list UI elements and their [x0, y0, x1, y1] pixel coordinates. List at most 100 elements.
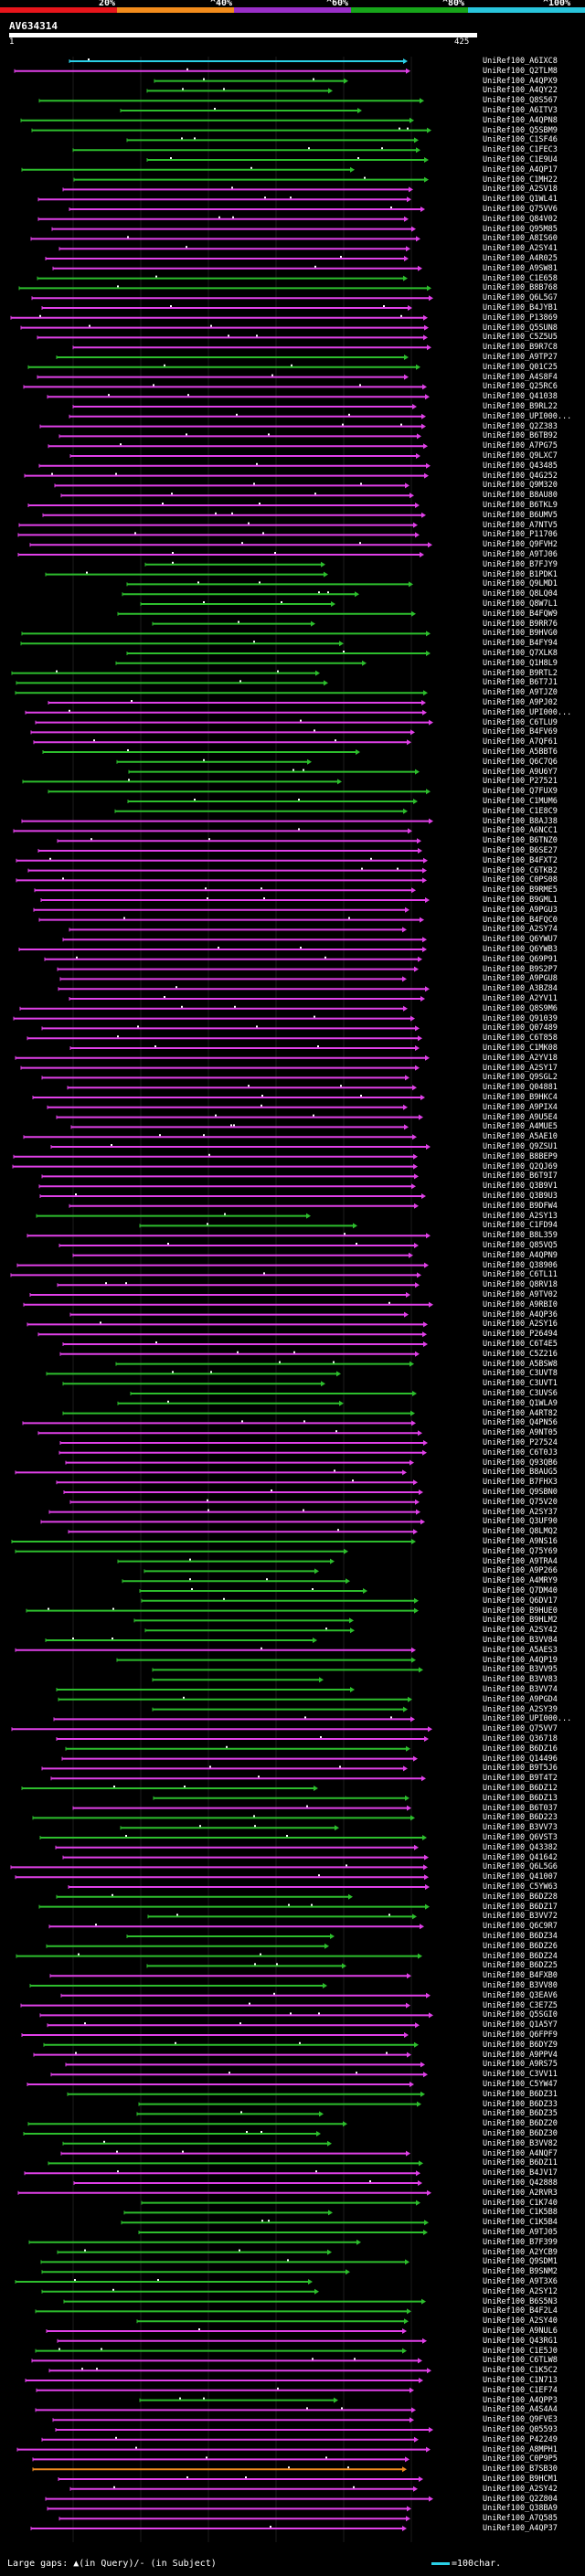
hit-row[interactable] — [127, 799, 418, 804]
hit-row[interactable] — [50, 2072, 428, 2078]
hit-row[interactable] — [40, 2259, 410, 2265]
hit-row[interactable] — [58, 2516, 410, 2522]
hit-label[interactable]: UniRef100_A4QPN8 — [483, 115, 558, 125]
hit-label[interactable]: UniRef100_B6D223 — [483, 1813, 558, 1823]
hit-row[interactable] — [37, 196, 411, 203]
hit-label[interactable]: UniRef100_Q42888 — [483, 2178, 558, 2188]
hit-row[interactable] — [31, 2358, 422, 2364]
hit-row[interactable] — [69, 2486, 418, 2492]
hit-label[interactable]: UniRef100_Q5SGI0 — [483, 2010, 558, 2020]
hit-row[interactable] — [41, 2436, 419, 2443]
hit-label[interactable]: UniRef100_Q38906 — [483, 1260, 558, 1270]
hit-row[interactable] — [72, 147, 420, 154]
hit-label[interactable]: UniRef100_B7FJY9 — [483, 559, 558, 569]
hit-label[interactable]: UniRef100_Q9FVE3 — [483, 2415, 558, 2425]
hit-row[interactable] — [21, 1786, 318, 1791]
hit-row[interactable] — [63, 2298, 426, 2305]
hit-label[interactable]: UniRef100_A4QPP3 — [483, 2395, 558, 2405]
hit-row[interactable] — [141, 1597, 419, 1604]
hit-label[interactable]: UniRef100_A5AE10 — [483, 1132, 558, 1142]
hit-label[interactable]: UniRef100_A2YCB9 — [483, 2247, 558, 2257]
hit-row[interactable] — [133, 1617, 354, 1624]
hit-label[interactable]: UniRef100_A4S8F4 — [483, 372, 558, 382]
hit-row[interactable] — [35, 2348, 407, 2354]
hit-label[interactable]: UniRef100_B3VV95 — [483, 1665, 558, 1675]
hit-row[interactable] — [35, 2407, 416, 2413]
hit-row[interactable] — [69, 927, 407, 933]
hit-label[interactable]: UniRef100_P11706 — [483, 530, 558, 540]
hit-row[interactable] — [18, 947, 427, 952]
hit-label[interactable]: UniRef100_B8AJ38 — [483, 816, 558, 826]
hit-label[interactable]: UniRef100_Q75VV7 — [483, 1724, 558, 1734]
hit-label[interactable]: UniRef100_A2SY74 — [483, 925, 558, 935]
hit-row[interactable] — [50, 1144, 431, 1150]
hit-label[interactable]: UniRef100_A6IXC8 — [483, 57, 558, 66]
hit-row[interactable] — [55, 2427, 433, 2433]
hit-row[interactable] — [38, 1903, 430, 1910]
hit-label[interactable]: UniRef100_B7FHX3 — [483, 1478, 558, 1488]
hit-row[interactable] — [47, 2022, 420, 2029]
hit-row[interactable] — [33, 739, 411, 746]
hit-row[interactable] — [33, 906, 410, 913]
hit-row[interactable] — [126, 137, 419, 143]
hit-row[interactable] — [69, 996, 425, 1002]
hit-label[interactable]: UniRef100_P26494 — [483, 1330, 558, 1340]
hit-row[interactable] — [140, 601, 335, 607]
hit-row[interactable] — [144, 561, 325, 567]
hit-label[interactable]: UniRef100_B6TNZ0 — [483, 836, 558, 846]
hit-row[interactable] — [15, 1548, 348, 1554]
hit-label[interactable]: UniRef100_Q95M85 — [483, 224, 558, 234]
hit-row[interactable] — [114, 808, 408, 814]
hit-row[interactable] — [116, 758, 312, 765]
hit-label[interactable]: UniRef100_B7SB30 — [483, 2465, 558, 2475]
hit-label[interactable]: UniRef100_B4F2L4 — [483, 2306, 558, 2316]
hit-row[interactable] — [146, 88, 333, 94]
hit-label[interactable]: UniRef100_Q41007 — [483, 1872, 558, 1882]
hit-row[interactable] — [41, 1765, 408, 1772]
hit-label[interactable]: UniRef100_B4FV69 — [483, 727, 558, 737]
hit-label[interactable]: UniRef100_B6DYZ9 — [483, 2040, 558, 2050]
hit-label[interactable]: UniRef100_A7NTV5 — [483, 520, 558, 530]
hit-row[interactable] — [152, 1677, 324, 1683]
hit-row[interactable] — [62, 186, 413, 193]
hit-row[interactable] — [136, 2111, 324, 2117]
hit-row[interactable] — [144, 1627, 355, 1634]
hit-label[interactable]: UniRef100_Q07489 — [483, 1023, 558, 1034]
hit-label[interactable]: UniRef100_A4S4A4 — [483, 2405, 558, 2415]
hit-label[interactable]: UniRef100_C5YW63 — [483, 1882, 558, 1892]
hit-row[interactable] — [70, 1124, 409, 1130]
hit-label[interactable]: UniRef100_C6T4E5 — [483, 1340, 558, 1349]
hit-row[interactable] — [27, 1035, 422, 1042]
hit-label[interactable]: UniRef100_B3VV72 — [483, 1912, 558, 1922]
hit-row[interactable] — [67, 1085, 417, 1091]
hit-row[interactable] — [72, 1805, 411, 1811]
hit-label[interactable]: UniRef100_B9SNM2 — [483, 2267, 558, 2277]
hit-row[interactable] — [47, 394, 430, 400]
hit-row[interactable] — [52, 265, 422, 271]
hit-label[interactable]: UniRef100_A9P266 — [483, 1566, 558, 1576]
hit-row[interactable] — [139, 2397, 338, 2403]
hit-row[interactable] — [44, 956, 422, 962]
hit-row[interactable] — [45, 571, 328, 578]
hit-row[interactable] — [17, 532, 420, 538]
hit-row[interactable] — [72, 1252, 413, 1258]
hit-label[interactable]: UniRef100_Q6C7Q6 — [483, 757, 558, 767]
hit-row[interactable] — [73, 2180, 422, 2186]
hit-label[interactable]: UniRef100_A9TJ06 — [483, 550, 558, 559]
hit-label[interactable]: UniRef100_A2SY13 — [483, 1211, 558, 1221]
hit-label[interactable]: UniRef100_C1K5C2 — [483, 2366, 558, 2376]
hit-row[interactable] — [68, 1884, 430, 1890]
hit-label[interactable]: UniRef100_C1E9U4 — [483, 155, 558, 164]
hit-label[interactable]: UniRef100_A9U5E4 — [483, 1112, 558, 1122]
hit-label[interactable]: UniRef100_B4JYB1 — [483, 303, 558, 313]
hit-label[interactable]: UniRef100_A9T3X6 — [483, 2277, 558, 2286]
hit-label[interactable]: UniRef100_B9HCM1 — [483, 2475, 558, 2484]
hit-row[interactable] — [146, 157, 429, 163]
hit-label[interactable]: UniRef100_Q2QJ69 — [483, 1161, 558, 1171]
hit-label[interactable]: UniRef100_B6S5N3 — [483, 2296, 558, 2306]
hit-label[interactable]: UniRef100_A2RVR3 — [483, 2188, 558, 2198]
hit-row[interactable] — [25, 709, 427, 716]
hit-label[interactable]: UniRef100_B3VV82 — [483, 2138, 558, 2148]
hit-row[interactable] — [59, 1351, 420, 1357]
hit-row[interactable] — [39, 1835, 427, 1840]
